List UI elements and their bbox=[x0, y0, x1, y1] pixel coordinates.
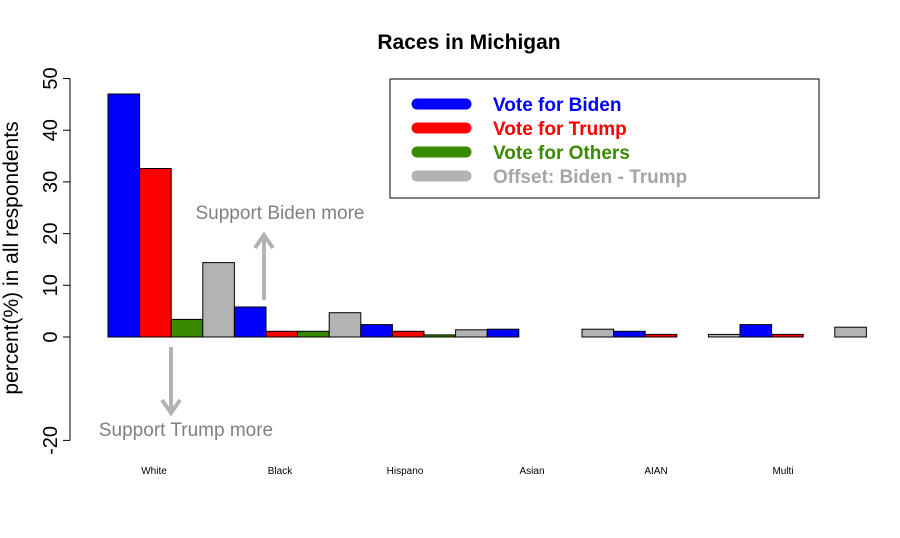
bar-hispano-0 bbox=[360, 324, 393, 338]
legend-label: Vote for Biden bbox=[493, 95, 621, 116]
bar-black-3 bbox=[328, 312, 362, 338]
bar-asian-3 bbox=[581, 328, 615, 338]
y-axis: -20 0 10 20 30 40 50 bbox=[40, 67, 71, 455]
x-tick-labels: White Black Hispano Asian AIAN Multi bbox=[141, 466, 793, 477]
bar-hispano-2 bbox=[423, 334, 457, 338]
y-tick-label: -20 bbox=[40, 426, 62, 455]
annotation-biden-text: Support Biden more bbox=[196, 203, 365, 224]
annotation-trump-text: Support Trump more bbox=[99, 420, 273, 441]
bar-black-1 bbox=[265, 330, 299, 338]
bar-black-2 bbox=[297, 330, 330, 338]
bar-white-1 bbox=[139, 168, 172, 338]
legend: Vote for Biden Vote for Trump Vote for Oth… bbox=[389, 78, 820, 199]
arrow-down-head-icon bbox=[160, 398, 182, 417]
bar-white-2 bbox=[170, 318, 204, 338]
legend-label: Offset: Biden - Trump bbox=[493, 167, 687, 188]
bars bbox=[107, 93, 867, 338]
bar-aian-0 bbox=[613, 330, 646, 338]
y-tick-label: 40 bbox=[40, 119, 62, 141]
bar-aian-3 bbox=[707, 333, 741, 338]
x-tick-label: Multi bbox=[772, 466, 793, 477]
legend-label: Vote for Trump bbox=[493, 119, 627, 140]
bar-aian-1 bbox=[644, 333, 678, 338]
bar-multi-1 bbox=[771, 333, 804, 338]
x-tick-label: Hispano bbox=[387, 466, 424, 477]
legend-label: Vote for Others bbox=[493, 143, 630, 164]
y-tick-label: 50 bbox=[40, 67, 62, 89]
bar-white-3 bbox=[202, 262, 235, 338]
y-tick-label: 30 bbox=[40, 171, 62, 193]
arrow-up-head-icon bbox=[253, 231, 275, 250]
bar-white-0 bbox=[107, 93, 141, 338]
x-tick-label: Asian bbox=[519, 466, 544, 477]
bar-multi-0 bbox=[739, 324, 773, 338]
chart-title: Races in Michigan bbox=[377, 31, 560, 54]
x-tick-label: AIAN bbox=[644, 466, 667, 477]
bar-hispano-1 bbox=[391, 330, 425, 338]
bar-hispano-3 bbox=[455, 329, 488, 338]
x-tick-label: Black bbox=[268, 466, 293, 477]
y-tick-label: 0 bbox=[40, 331, 62, 342]
annotation-biden: Support Biden more bbox=[196, 203, 365, 300]
x-tick-label: White bbox=[141, 466, 167, 477]
annotation-trump: Support Trump more bbox=[99, 347, 273, 441]
bar-multi-3 bbox=[834, 326, 867, 338]
y-tick-label: 20 bbox=[40, 222, 62, 244]
bar-black-0 bbox=[233, 306, 267, 338]
bar-asian-0 bbox=[486, 328, 520, 338]
y-axis-label: percent(%) in all respondents bbox=[0, 121, 23, 394]
y-tick-label: 10 bbox=[40, 274, 62, 296]
